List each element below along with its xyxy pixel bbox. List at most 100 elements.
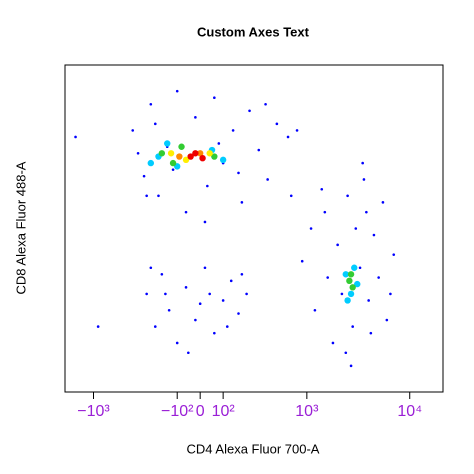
- point: [153, 325, 157, 328]
- point: [160, 272, 164, 276]
- point: [336, 243, 339, 247]
- point: [211, 153, 218, 160]
- point: [354, 280, 361, 288]
- point: [213, 331, 216, 335]
- point: [74, 135, 77, 139]
- point: [206, 184, 209, 188]
- x-tick-label: −10³: [77, 403, 110, 420]
- point: [187, 351, 190, 355]
- point: [342, 271, 349, 278]
- point: [142, 174, 146, 178]
- x-tick-label: −10²: [161, 403, 194, 420]
- point: [147, 159, 155, 167]
- x-axis-label: CD4 Alexa Fluor 700-A: [187, 441, 320, 456]
- point: [340, 292, 344, 296]
- point: [286, 135, 290, 139]
- point: [275, 122, 279, 126]
- point: [372, 233, 376, 237]
- point: [295, 129, 299, 132]
- point: [164, 292, 167, 296]
- x-tick-label: 10²: [212, 403, 236, 420]
- point: [187, 153, 194, 160]
- point: [289, 194, 293, 198]
- point: [349, 364, 353, 368]
- point: [192, 150, 199, 157]
- point: [385, 318, 389, 322]
- x-tick-label: 10⁴: [397, 403, 422, 420]
- point: [240, 201, 244, 204]
- point: [206, 150, 213, 157]
- point: [131, 129, 135, 132]
- point: [313, 308, 317, 312]
- point: [198, 302, 202, 306]
- point: [171, 168, 175, 171]
- point: [208, 292, 211, 296]
- point: [331, 341, 335, 345]
- point: [347, 290, 355, 298]
- point: [196, 150, 204, 157]
- point: [96, 325, 100, 328]
- point: [167, 308, 171, 312]
- point: [351, 264, 358, 271]
- point: [199, 154, 206, 162]
- point: [257, 148, 261, 152]
- point: [175, 341, 179, 345]
- point: [153, 122, 157, 126]
- point: [365, 210, 368, 214]
- point: [221, 299, 225, 302]
- point: [377, 276, 380, 279]
- point: [344, 351, 348, 355]
- point: [219, 156, 227, 164]
- point: [145, 194, 148, 198]
- point: [389, 292, 392, 296]
- point: [149, 102, 153, 106]
- chart-title: Custom Axes Text: [197, 24, 310, 39]
- point: [237, 171, 240, 175]
- point: [164, 140, 171, 147]
- point: [354, 227, 358, 230]
- point: [203, 220, 207, 224]
- point: [346, 194, 349, 198]
- point: [145, 292, 148, 296]
- point: [213, 96, 216, 99]
- point: [326, 276, 329, 279]
- point: [231, 129, 235, 132]
- point: [237, 312, 240, 315]
- point: [392, 253, 396, 256]
- point: [229, 279, 233, 283]
- point: [225, 325, 229, 328]
- point: [349, 284, 356, 291]
- point: [194, 318, 197, 322]
- point: [157, 194, 160, 198]
- point: [176, 153, 183, 160]
- point: [266, 178, 269, 181]
- plot-frame: [64, 64, 444, 393]
- point: [178, 143, 185, 150]
- x-tick-label: 0: [196, 403, 205, 420]
- point: [240, 272, 244, 276]
- point: [351, 325, 354, 328]
- point: [245, 292, 248, 296]
- point: [217, 142, 221, 145]
- point: [167, 150, 175, 157]
- y-axis-label: CD8 Alexa Fluor 488-A: [13, 161, 28, 294]
- point: [182, 156, 190, 164]
- point: [158, 150, 166, 157]
- x-tick-label: 10³: [295, 403, 319, 420]
- point: [194, 116, 197, 119]
- point: [367, 299, 370, 302]
- point: [344, 297, 351, 304]
- point: [184, 286, 188, 289]
- point: [169, 159, 177, 167]
- point: [320, 187, 324, 191]
- point: [309, 227, 313, 230]
- point: [248, 109, 251, 113]
- point: [136, 151, 140, 155]
- point: [203, 266, 207, 270]
- point: [369, 331, 373, 335]
- point: [347, 271, 355, 278]
- point: [300, 259, 304, 263]
- point: [346, 277, 353, 285]
- point: [175, 89, 179, 93]
